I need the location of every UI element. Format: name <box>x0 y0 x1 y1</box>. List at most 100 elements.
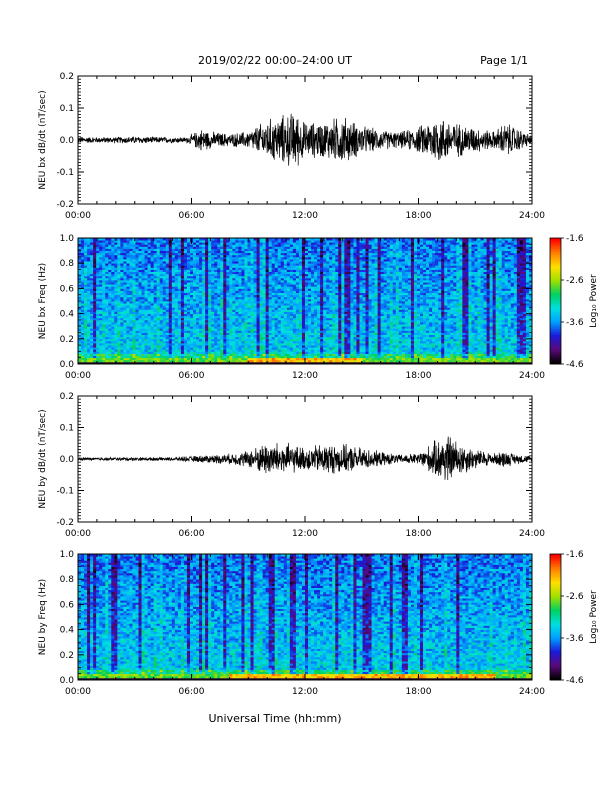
spectrogram-cell <box>144 282 149 285</box>
spectrogram-cell <box>150 246 155 249</box>
spectrogram-cell <box>87 338 91 342</box>
spectrogram-cell <box>90 298 94 302</box>
spectrogram-cell <box>196 349 200 352</box>
spectrogram-cell <box>193 357 197 361</box>
spectrogram-cell <box>117 313 121 317</box>
spectrogram-cell <box>141 328 145 331</box>
spectrogram-cell <box>129 294 133 298</box>
spectrogram-cell <box>99 317 103 321</box>
spectrogram-cell <box>93 303 97 306</box>
spectrogram-cell <box>168 309 173 312</box>
spectrogram-cell <box>84 305 88 308</box>
spectrogram-cell <box>156 292 161 296</box>
spectrogram-cell <box>87 248 91 251</box>
spectrogram-cell <box>129 317 133 321</box>
spectrogram-cell <box>114 307 118 310</box>
spectrogram-cell <box>196 250 200 254</box>
spectrogram-cell <box>168 361 173 365</box>
spectrogram-cell <box>81 328 85 331</box>
spectrogram-cell <box>165 303 170 306</box>
spectrogram-cell <box>135 336 139 340</box>
spectrogram-cell <box>102 250 106 254</box>
spectrogram-cell <box>144 240 149 243</box>
spectrogram-cell <box>81 301 85 304</box>
spectrogram-cell <box>138 244 142 247</box>
spectrogram-cell <box>141 355 145 359</box>
spectrogram-cell <box>84 343 88 346</box>
spectrogram-cell <box>108 277 112 281</box>
spectrogram-cell <box>144 273 149 277</box>
spectrogram-cell <box>105 242 109 245</box>
spectrogram-cell <box>102 336 106 340</box>
spectrogram-cell <box>165 250 170 254</box>
spectrogram-cell <box>108 284 112 287</box>
spectrogram-cell <box>150 280 155 283</box>
spectrogram-cell <box>171 303 176 306</box>
spectrogram-cell <box>159 282 164 285</box>
spectrogram-cell <box>168 301 173 304</box>
spectrogram-cell <box>165 296 170 300</box>
spectrogram-cell <box>147 267 152 270</box>
spectrogram-cell <box>162 273 167 277</box>
spectrogram-cell <box>159 271 164 275</box>
spectrogram-cell <box>196 319 200 323</box>
spectrogram-cell <box>156 298 161 302</box>
spectrogram-cell <box>120 238 124 241</box>
spectrogram-cell <box>102 361 106 365</box>
spectrogram-cell <box>117 246 121 249</box>
spectrogram-cell <box>159 338 164 342</box>
spectrogram-cell <box>120 343 124 346</box>
spectrogram-cell <box>165 332 170 335</box>
spectrogram-cell <box>93 322 97 325</box>
spectrogram-cell <box>93 275 97 279</box>
spectrogram-cell <box>78 340 82 344</box>
spectrogram-cell <box>120 242 124 245</box>
spectrogram-cell <box>193 347 197 350</box>
spectrogram-cell <box>183 296 188 300</box>
spectrogram-cell <box>156 286 161 289</box>
spectrogram-cell <box>78 282 82 285</box>
spectrogram-cell <box>90 252 94 256</box>
spectrogram-cell <box>96 311 100 314</box>
spectrogram-cell <box>87 313 91 317</box>
spectrogram-cell <box>102 261 106 264</box>
spectrogram-cell <box>174 345 179 348</box>
spectrogram-cell <box>180 263 185 266</box>
spectrogram-cell <box>87 277 91 281</box>
spectrogram-cell <box>120 254 124 258</box>
spectrogram-cell <box>129 315 133 319</box>
spectrogram-cell <box>114 292 118 296</box>
spectrogram-cell <box>168 330 173 333</box>
y-tick-label: 0.0 <box>60 136 75 146</box>
spectrogram-cell <box>81 288 85 291</box>
spectrogram-cell <box>174 280 179 283</box>
spectrogram-cell <box>78 250 82 254</box>
spectrogram-cell <box>96 301 100 304</box>
spectrogram-cell <box>189 338 194 342</box>
spectrogram-cell <box>87 290 91 293</box>
spectrogram-cell <box>87 351 91 354</box>
spectrogram-cell <box>111 332 115 335</box>
spectrogram-cell <box>123 240 127 243</box>
spectrogram-cell <box>135 328 139 331</box>
spectrogram-cell <box>117 343 121 346</box>
spectrogram-cell <box>96 280 100 283</box>
spectrogram-cell <box>93 305 97 308</box>
spectrogram-cell <box>117 328 121 331</box>
spectrogram-cell <box>126 298 130 302</box>
spectrogram-cell <box>141 361 145 365</box>
spectrogram-cell <box>153 317 158 321</box>
spectrogram-cell <box>78 238 82 241</box>
spectrogram-cell <box>174 351 179 354</box>
spectrogram-cell <box>90 254 94 258</box>
spectrogram-cell <box>123 351 127 354</box>
spectrogram-cell <box>105 324 109 327</box>
spectrogram-cell <box>141 261 145 264</box>
spectrogram-cell <box>141 284 145 287</box>
spectrogram-cell <box>180 294 185 298</box>
spectrogram-cell <box>117 351 121 354</box>
spectrogram-cell <box>168 296 173 300</box>
spectrogram-cell <box>159 317 164 321</box>
spectrogram-cell <box>123 296 127 300</box>
spectrogram-cell <box>105 256 109 260</box>
